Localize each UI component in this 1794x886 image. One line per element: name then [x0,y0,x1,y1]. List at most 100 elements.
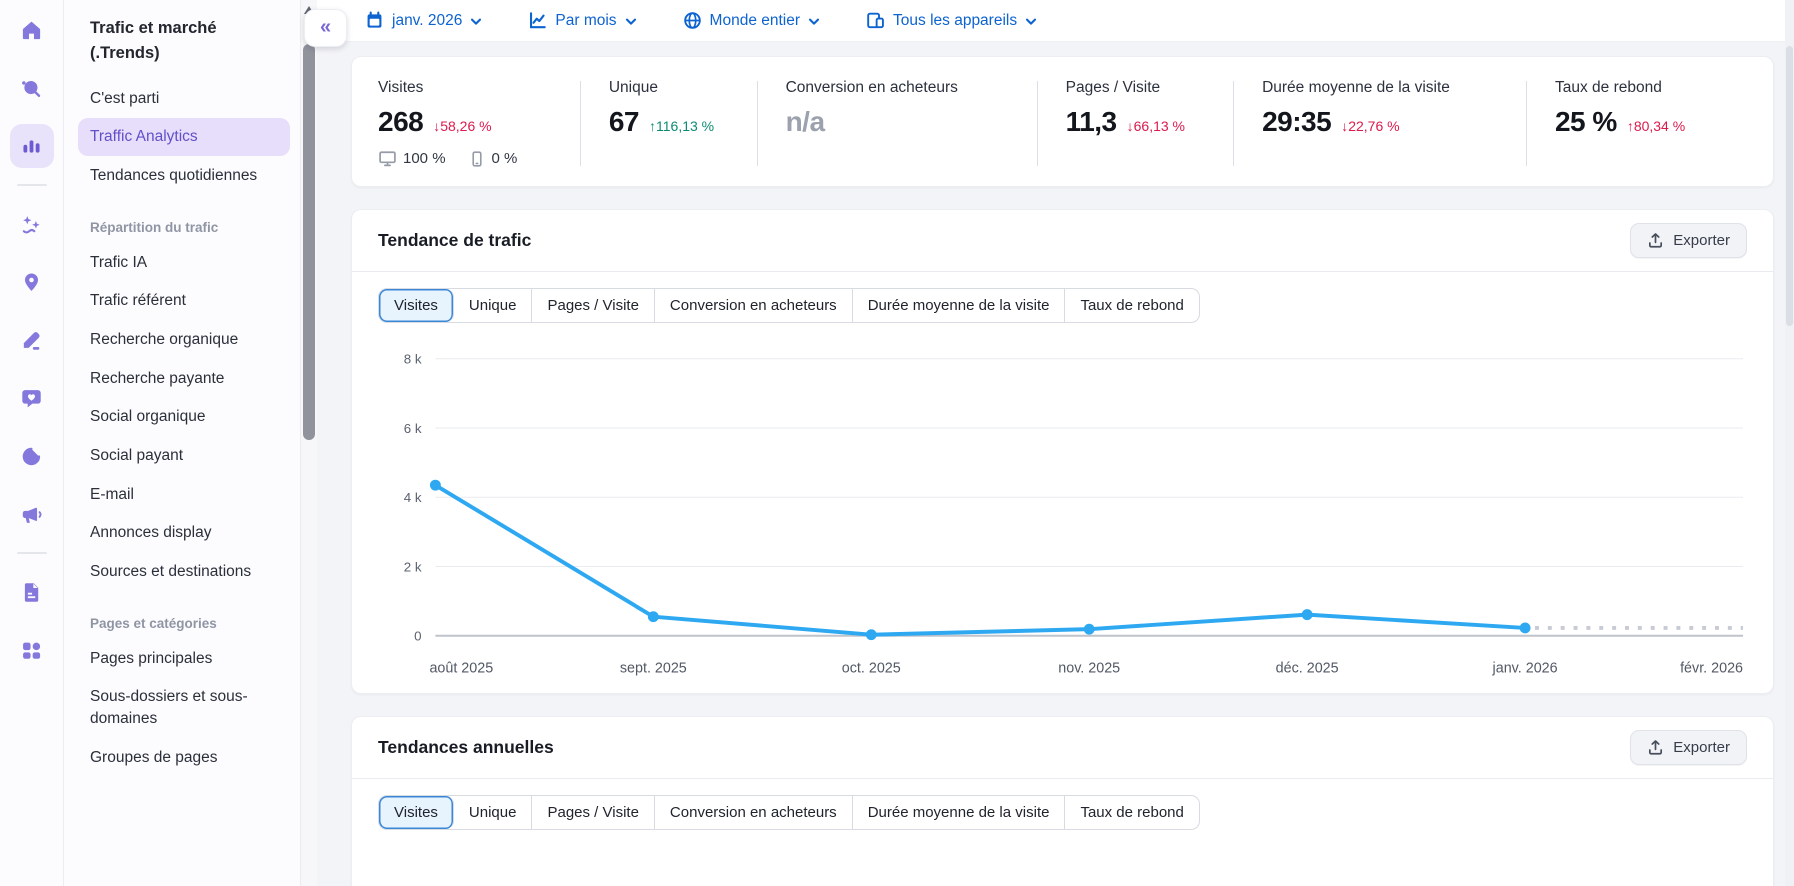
sidebar-item-trafic-r-f-rent[interactable]: Trafic référent [90,292,186,310]
sidebar-item-social-organique[interactable]: Social organique [90,408,206,426]
granularity-filter-label: Par mois [555,11,617,29]
annual-trends-card: Tendances annuelles Exporter Visites Uniq… [351,716,1774,886]
metric-value-row: 268 ↓58,26 % [378,106,580,138]
tab-dur-e-moyenne-de-la-visite[interactable]: Durée moyenne de la visite [853,796,1066,830]
analytics-bars-icon[interactable] [9,124,54,168]
sidebar-scrollbar-thumb[interactable] [303,44,315,440]
metric-block-pages-visite: Pages / Visite 11,3 ↓66,13 % [1038,79,1233,168]
megaphone-icon[interactable] [10,492,54,536]
nav-section-label: Répartition du trafic [90,219,219,235]
tab-unique[interactable]: Unique [454,796,533,830]
tab-pages-visite[interactable]: Pages / Visite [532,796,655,830]
sidebar-item-c-est-parti[interactable]: C'est parti [90,89,160,107]
sidebar-item-groupes-de-pages[interactable]: Groupes de pages [90,748,218,766]
sidebar-item-trafic-ia[interactable]: Trafic IA [90,253,148,271]
sidebar-title: Trafic et marché (.Trends) [90,19,217,62]
globe-icon [683,12,701,29]
page-scrollbar-thumb[interactable] [1786,46,1793,326]
data-point [1519,622,1531,634]
metric-divider [1233,81,1235,166]
metric-value-row: 67 ↑116,13 % [609,106,757,138]
target-click-icon[interactable] [10,434,54,478]
metric-value-row: n/a [786,106,1037,138]
svg-text:nov. 2025: nov. 2025 [1058,660,1120,676]
sidebar-scrollbar[interactable] [300,0,317,886]
traffic-trend-header: Tendance de trafic Exporter [352,210,1773,272]
data-point [1083,623,1095,635]
location-pin-icon[interactable] [10,260,54,304]
sidebar-item-tendances-quotidiennes[interactable]: Tendances quotidiennes [90,166,258,184]
sidebar-item-pages-principales[interactable]: Pages principales [90,649,213,667]
tab-visites[interactable]: Visites [379,289,454,322]
export-button[interactable]: Exporter [1630,223,1747,258]
annual-trends-title: Tendances annuelles [378,737,554,758]
sidebar-item-e-mail[interactable]: E-mail [90,485,134,503]
region-filter[interactable]: Monde entier [683,11,820,30]
mobile-icon [471,150,482,167]
sidebar-collapse-button[interactable]: « [304,9,347,47]
metric-label: Conversion en acheteurs [785,79,958,96]
tab-pages-visite[interactable]: Pages / Visite [532,289,655,322]
device-split-row: 100 % 0 % [378,149,580,168]
metrics-summary-card: Visites 268 ↓58,26 % 100 % 0 % Unique 67 ↑116,1… [351,56,1774,187]
metric-block-conversion-en-acheteurs: Conversion en acheteurs n/a [758,79,1037,168]
sidebar: Trafic et marché (.Trends) C'est parti Tr… [64,0,300,886]
metric-delta: ↑80,34 % [1626,118,1686,134]
chevron-down-icon [1026,18,1037,25]
rail-divider [16,552,47,554]
apps-grid-icon[interactable] [10,628,54,672]
svg-text:déc. 2025: déc. 2025 [1276,660,1339,676]
sidebar-item-traffic-analytics[interactable]: Traffic Analytics [78,118,290,156]
content-pencil-icon[interactable] [10,318,54,362]
research-icon[interactable] [10,66,54,110]
date-filter-label: janv. 2026 [392,11,463,29]
line-chart-icon [530,12,547,29]
tab-dur-e-moyenne-de-la-visite[interactable]: Durée moyenne de la visite [853,289,1066,322]
date-filter[interactable]: janv. 2026 [365,11,482,30]
home-icon[interactable] [10,8,54,52]
sidebar-nav-list: C'est parti Traffic Analytics Tendances qu… [78,80,290,777]
annual-trends-body: Visites Unique Pages / Visite Conversion en… [352,779,1773,886]
sidebar-item-recherche-organique[interactable]: Recherche organique [90,330,239,348]
device-filter-label: Tous les appareils [893,11,1018,29]
metric-delta: ↓66,13 % [1126,118,1185,134]
ai-sparkles-icon[interactable] [10,202,54,246]
tab-visites[interactable]: Visites [379,796,454,830]
metric-value: 268 [378,106,424,137]
export-button-label: Exporter [1673,739,1730,757]
region-filter-label: Monde entier [709,11,801,29]
svg-text:8 k: 8 k [404,352,422,367]
desktop-share: 100 % [403,150,446,167]
sidebar-item-annonces-display[interactable]: Annonces display [90,524,212,542]
desktop-icon [379,151,396,167]
traffic-trend-card: Tendance de trafic Exporter Visites Uniqu… [351,209,1774,695]
sidebar-item-social-payant[interactable]: Social payant [90,447,184,464]
device-filter[interactable]: Tous les appareils [866,11,1037,30]
report-icon[interactable] [10,570,54,614]
export-button[interactable]: Exporter [1630,730,1747,766]
svg-text:févr. 2026: févr. 2026 [1680,660,1743,676]
chevron-down-icon [808,18,820,25]
svg-text:6 k: 6 k [404,421,422,436]
traffic-trend-body: Visites Unique Pages / Visite Conversion en… [352,272,1773,693]
data-point [429,479,441,491]
metric-label: Taux de rebond [1554,79,1662,96]
page-scrollbar[interactable] [1785,0,1794,886]
export-icon [1649,740,1663,755]
granularity-filter[interactable]: Par mois [528,11,636,30]
data-point [1301,609,1313,621]
tab-taux-de-rebond[interactable]: Taux de rebond [1080,297,1184,314]
sidebar-item-sous-dossiers-et-sous-domaines[interactable]: Sous-dossiers et sous-domaines [90,688,248,728]
tab-taux-de-rebond[interactable]: Taux de rebond [1080,804,1184,822]
svg-text:0: 0 [414,629,421,644]
sidebar-item-recherche-payante[interactable]: Recherche payante [90,369,225,387]
feedback-heart-icon[interactable] [10,376,54,420]
metric-divider [579,81,581,166]
tab-conversion-en-acheteurs[interactable]: Conversion en acheteurs [655,289,853,322]
metric-value-row: 11,3 ↓66,13 % [1066,106,1233,138]
tab-unique[interactable]: Unique [454,289,533,322]
tab-conversion-en-acheteurs[interactable]: Conversion en acheteurs [655,796,853,830]
sidebar-item-sources-et-destinations[interactable]: Sources et destinations [90,563,252,581]
svg-text:4 k: 4 k [404,490,422,505]
